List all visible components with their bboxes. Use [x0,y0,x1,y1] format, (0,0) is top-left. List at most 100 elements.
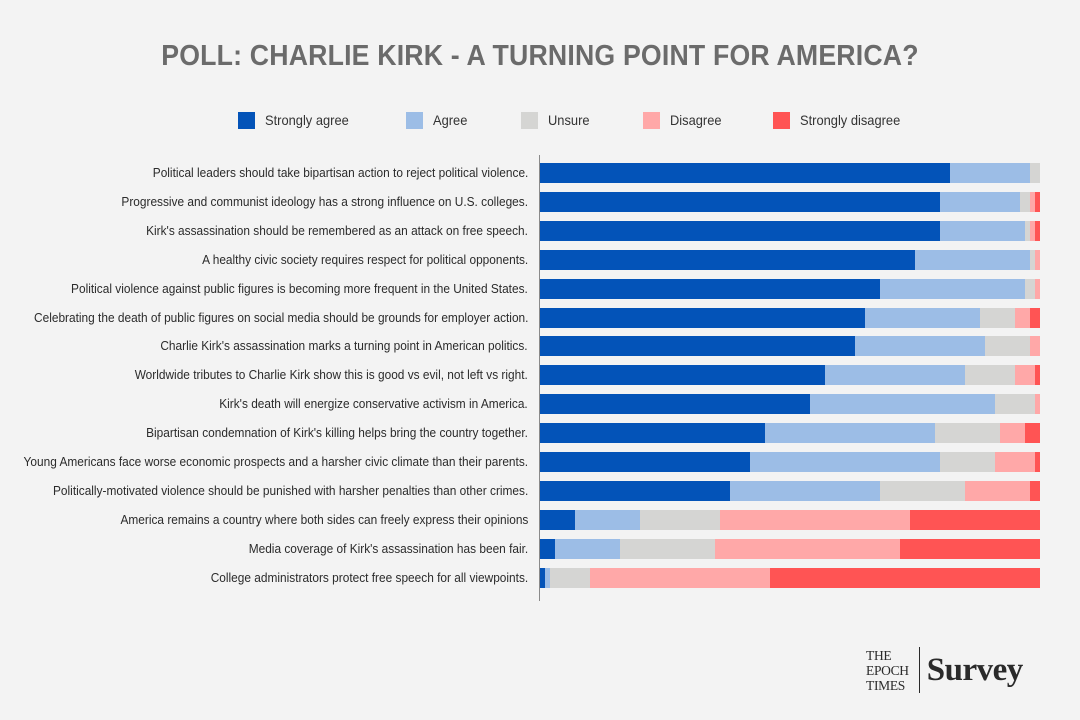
bar-segment-unsure [1025,279,1035,299]
stacked-bar [540,221,1040,241]
category-label: A healthy civic society requires respect… [201,253,528,267]
bar-segment-strongly-disagree [1035,221,1040,241]
legend-label: Unsure [548,112,590,128]
bar-segment-agree [865,308,980,328]
bar-segment-strongly-agree [540,481,730,501]
bar-segment-agree [940,221,1025,241]
bar-segment-disagree [590,568,770,588]
bar-segment-strongly-agree [540,365,825,385]
bar-segment-unsure [940,452,995,472]
bar-segment-agree [825,365,965,385]
publisher-line: EPOCH [866,662,909,678]
bar-segment-strongly-agree [540,423,765,443]
bar-segment-agree [915,250,1030,270]
stacked-bar [540,308,1040,328]
category-label: Media coverage of Kirk's assassination h… [248,542,528,556]
epoch-times-survey-logo: THE EPOCH TIMES Survey [866,646,1023,694]
bar-segment-disagree [1035,279,1040,299]
bar-segment-unsure [995,394,1035,414]
bar-segment-disagree [1015,308,1030,328]
stacked-bar [540,568,1040,588]
category-label: Celebrating the death of public figures … [33,311,528,325]
legend-swatch [643,111,660,129]
bar-segment-unsure [1020,192,1030,212]
stacked-bar [540,279,1040,299]
legend-item: Strongly disagree [773,110,909,130]
stacked-bar [540,365,1040,385]
bar-segment-agree [855,336,985,356]
stacked-bar [540,394,1040,414]
bar-segment-strongly-agree [540,510,575,530]
legend-item: Strongly agree [238,110,356,130]
bar-segment-strongly-disagree [770,568,1040,588]
bar-segment-strongly-disagree [900,539,1040,559]
stacked-bar [540,452,1040,472]
category-label: Political leaders should take bipartisan… [152,166,528,180]
category-label: Politically-motivated violence should be… [52,484,528,498]
bar-segment-agree [555,539,620,559]
category-label: Charlie Kirk's assassination marks a tur… [160,339,528,353]
bar-segment-agree [810,394,995,414]
bar-segment-strongly-agree [540,221,940,241]
legend: Strongly agree Agree Unsure Disagree Strongl… [0,110,1080,130]
legend-swatch [521,111,538,129]
category-label: Worldwide tributes to Charlie Kirk show … [134,368,528,382]
category-label: America remains a country where both sid… [120,513,528,527]
bar-segment-disagree [995,452,1035,472]
bar-segment-agree [750,452,940,472]
stacked-bar [540,539,1040,559]
publisher-line: TIMES [866,677,906,693]
bar-segment-strongly-agree [540,308,865,328]
stacked-bar [540,423,1040,443]
bar-segment-disagree [1030,221,1035,241]
bar-segment-disagree [1035,394,1040,414]
legend-label: Disagree [670,112,722,128]
bar-segment-strongly-agree [540,568,545,588]
category-label: Political violence against public figure… [71,282,528,296]
bar-segment-disagree [1030,336,1040,356]
legend-label: Strongly agree [265,112,349,128]
bar-segment-agree [950,163,1030,183]
bar-segment-strongly-disagree [1035,452,1040,472]
legend-swatch [238,111,255,129]
category-label: College administrators protect free spee… [210,571,528,585]
bar-segment-unsure [965,365,1015,385]
legend-label: Agree [433,112,468,128]
category-label: Kirk's assassination should be remembere… [146,224,528,238]
bar-segment-disagree [1030,192,1035,212]
legend-item: Agree [406,110,470,130]
bar-segment-strongly-agree [540,336,855,356]
bar-segment-unsure [1025,221,1030,241]
stacked-bar [540,336,1040,356]
bar-segment-strongly-disagree [1035,192,1040,212]
legend-swatch [406,111,423,129]
legend-label: Strongly disagree [800,112,901,128]
legend-item: Unsure [521,110,593,130]
stacked-bar [540,163,1040,183]
bar-segment-unsure [935,423,1000,443]
bar-segment-disagree [965,481,1030,501]
category-label: Young Americans face worse economic pros… [23,455,528,469]
bar-segment-unsure [550,568,590,588]
bar-segment-strongly-disagree [1025,423,1040,443]
bar-segment-strongly-disagree [1030,308,1040,328]
stacked-bar [540,481,1040,501]
bar-segment-strongly-agree [540,279,880,299]
bar-segment-disagree [1035,250,1040,270]
bar-segment-agree [765,423,935,443]
bar-segment-agree [940,192,1020,212]
bar-segment-strongly-agree [540,192,940,212]
logo-divider [918,647,920,693]
category-label: Kirk's death will energize conservative … [219,397,528,411]
bar-segment-unsure [1030,163,1040,183]
bar-segment-agree [545,568,550,588]
bar-segment-unsure [980,308,1015,328]
bar-segment-agree [730,481,880,501]
category-label: Bipartisan condemnation of Kirk's killin… [146,426,528,440]
legend-swatch [773,111,790,129]
bar-segment-unsure [640,510,720,530]
bar-segment-strongly-agree [540,394,810,414]
bar-segment-strongly-disagree [1035,365,1040,385]
publisher-logo: THE EPOCH TIMES [866,648,909,693]
stacked-bar [540,192,1040,212]
